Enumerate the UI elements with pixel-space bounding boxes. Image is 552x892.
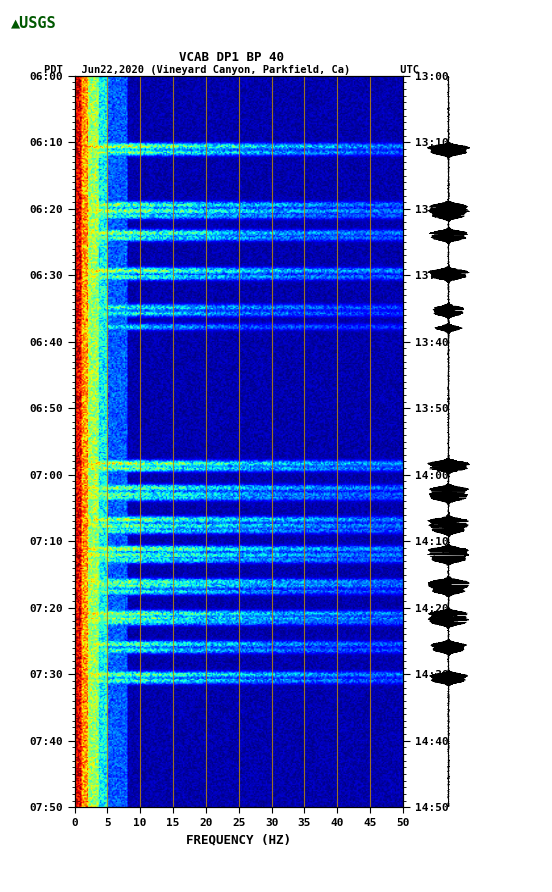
- Text: PDT   Jun22,2020 (Vineyard Canyon, Parkfield, Ca)        UTC: PDT Jun22,2020 (Vineyard Canyon, Parkfie…: [44, 65, 420, 75]
- Text: ▲USGS: ▲USGS: [11, 15, 57, 30]
- Text: VCAB DP1 BP 40: VCAB DP1 BP 40: [179, 51, 284, 64]
- X-axis label: FREQUENCY (HZ): FREQUENCY (HZ): [186, 833, 291, 847]
